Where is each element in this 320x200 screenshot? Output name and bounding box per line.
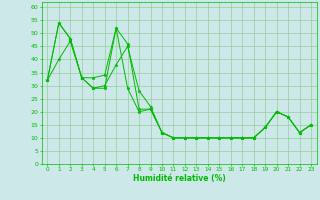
X-axis label: Humidité relative (%): Humidité relative (%) bbox=[133, 174, 226, 183]
